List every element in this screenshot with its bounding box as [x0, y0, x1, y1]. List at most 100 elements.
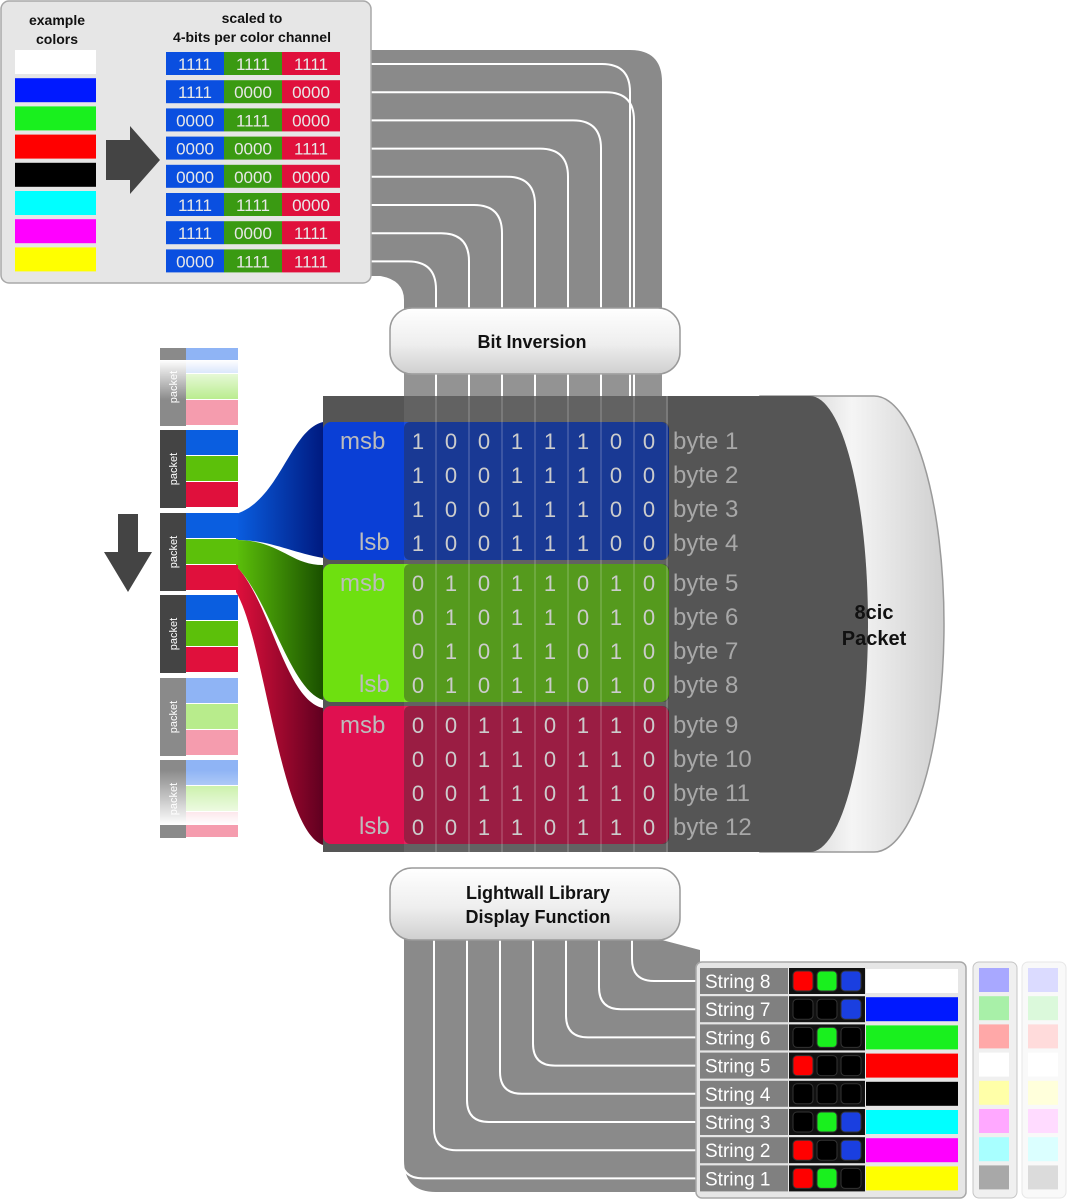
bit-value: 0 — [412, 713, 424, 738]
bit-cell-value: 0000 — [234, 140, 272, 159]
led-icon — [816, 970, 838, 992]
bit-value: 0 — [478, 571, 490, 596]
arrow-right-icon — [106, 126, 160, 194]
lower-wires — [400, 940, 700, 1180]
packet-label-bar — [160, 595, 186, 673]
bit-inversion-box: Bit Inversion — [389, 307, 681, 375]
led-icon — [792, 998, 814, 1020]
bit-cell-value: 0000 — [176, 111, 214, 130]
msb-label: msb — [340, 428, 385, 455]
string-label: String 5 — [705, 1057, 770, 1078]
ghost-cell — [979, 996, 1009, 1021]
packet-channel-cell — [186, 539, 238, 564]
string-label: String 8 — [705, 972, 770, 993]
ghost-cell — [979, 1165, 1009, 1190]
led-icon — [792, 1083, 814, 1105]
bit-value: 0 — [445, 781, 457, 806]
bit-cell — [166, 136, 224, 160]
led-icon — [816, 1055, 838, 1077]
ghost-panel — [1021, 961, 1067, 1199]
bit-value: 0 — [643, 531, 655, 556]
bit-value: 0 — [643, 605, 655, 630]
bit-value: 1 — [544, 639, 556, 664]
bit-value: 1 — [577, 497, 589, 522]
bit-value: 0 — [445, 463, 457, 488]
bit-value: 1 — [610, 781, 622, 806]
bit-value: 0 — [412, 781, 424, 806]
string-color-bar — [866, 1138, 958, 1163]
packet-label: packet — [168, 618, 180, 650]
packet-channel-cell — [186, 565, 238, 590]
bit-value: 1 — [511, 605, 523, 630]
ghost-cell — [1028, 1137, 1058, 1162]
cylinder-label-line1: 8cic — [855, 602, 894, 624]
lsb-label: lsb — [359, 529, 390, 556]
bit-value: 0 — [643, 747, 655, 772]
bit-cell — [224, 108, 282, 132]
lower-wire — [400, 940, 700, 1180]
bit-value: 1 — [544, 673, 556, 698]
bit-cell — [224, 136, 282, 160]
bit-value: 0 — [478, 531, 490, 556]
string-label-bg — [700, 1109, 788, 1135]
bit-cell — [282, 80, 340, 104]
byte-label: byte 6 — [673, 604, 738, 631]
bit-value: 1 — [544, 605, 556, 630]
bit-value: 0 — [643, 713, 655, 738]
led-icon — [792, 1139, 814, 1161]
bit-value: 0 — [643, 463, 655, 488]
led-icon — [816, 1139, 838, 1161]
led-icon — [792, 1167, 814, 1189]
bit-value: 0 — [577, 673, 589, 698]
bit-value: 0 — [643, 571, 655, 596]
example-title-line2: colors — [36, 31, 78, 47]
upper-wire — [340, 232, 470, 400]
bit-cell — [282, 221, 340, 245]
bit-value: 0 — [478, 639, 490, 664]
packet-label: packet — [168, 453, 180, 485]
led-icon — [816, 1083, 838, 1105]
byte-label: byte 2 — [673, 462, 738, 489]
bit-value: 0 — [445, 497, 457, 522]
bit-cell-value: 0000 — [234, 83, 272, 102]
example-colors-panel: example colors scaled to 4-bits per colo… — [0, 0, 372, 284]
bit-value: 0 — [643, 781, 655, 806]
led-icon — [840, 998, 862, 1020]
bit-value: 0 — [577, 605, 589, 630]
ghost-panels — [972, 961, 1067, 1199]
bit-cell — [166, 52, 224, 75]
bit-cell — [282, 52, 340, 75]
bit-value: 1 — [577, 747, 589, 772]
upper-wire — [340, 63, 631, 400]
bit-cell — [224, 221, 282, 245]
packet-channel-cell — [186, 482, 238, 507]
ghost-panel — [972, 961, 1018, 1199]
bit-cell-value: 1111 — [294, 224, 328, 243]
example-title-line1: example — [29, 12, 85, 28]
bit-value: 1 — [511, 531, 523, 556]
led-icon — [840, 1111, 862, 1133]
lower-wire — [565, 940, 700, 1039]
bit-value: 1 — [511, 429, 523, 454]
string-label: String 7 — [705, 1000, 770, 1021]
bit-cell-value: 1111 — [178, 224, 212, 243]
bit-cell — [282, 164, 340, 188]
strings-panel: String 8 String 7 String 6 String 5 String 4… — [695, 961, 967, 1199]
bit-value: 1 — [445, 639, 457, 664]
led-icon — [840, 1026, 862, 1048]
string-label-bg — [700, 1137, 788, 1164]
bit-value: 1 — [577, 531, 589, 556]
bit-cell — [166, 249, 224, 273]
byte-label: byte 12 — [673, 814, 752, 841]
bit-value: 1 — [610, 747, 622, 772]
bit-column-stripe — [437, 374, 470, 874]
bit-value: 1 — [511, 673, 523, 698]
bit-cell — [166, 221, 224, 245]
bit-value: 0 — [445, 429, 457, 454]
bit-value: 0 — [412, 815, 424, 840]
byte-label: byte 5 — [673, 570, 738, 597]
string-color-bar — [866, 1110, 958, 1134]
lower-wire — [433, 940, 700, 1152]
bit-cell-value: 1111 — [236, 196, 270, 215]
